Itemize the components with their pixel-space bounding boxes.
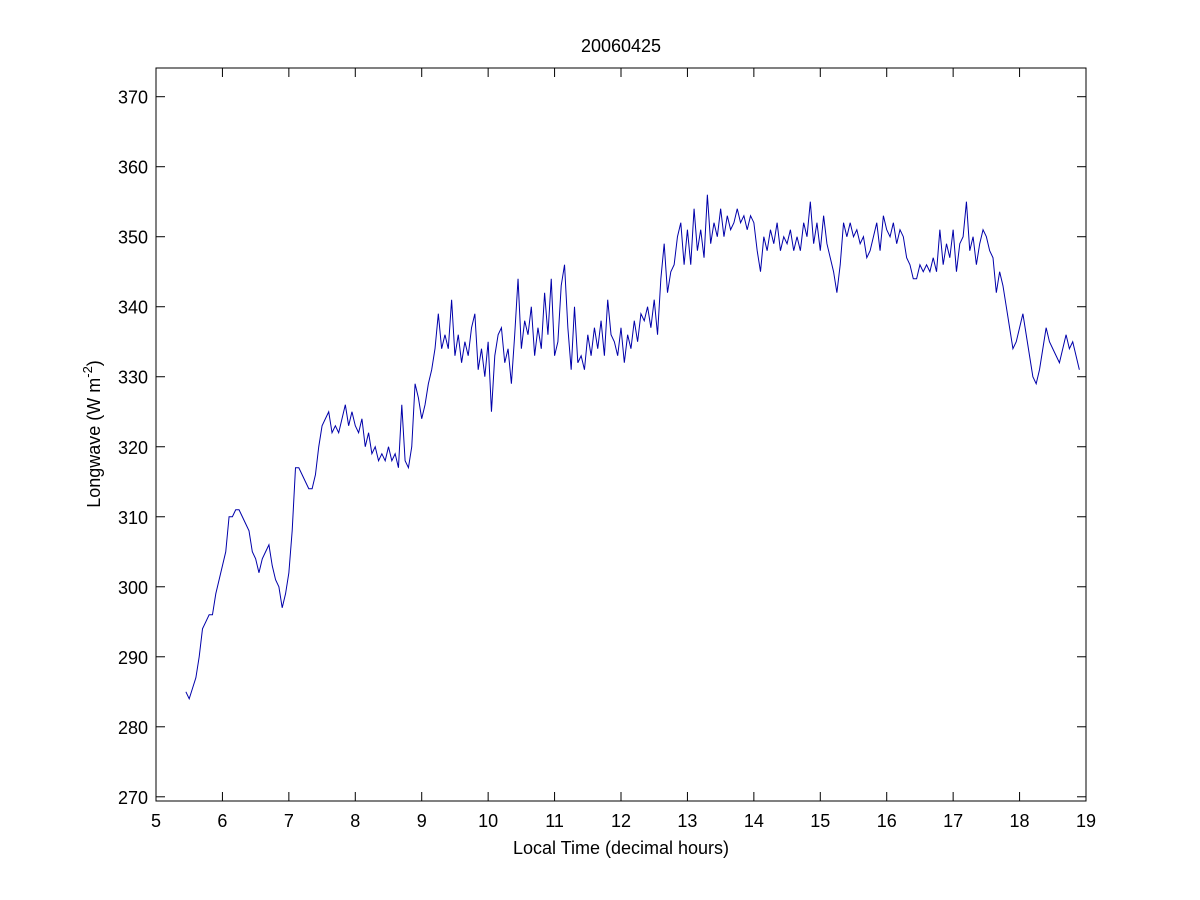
- x-tick-label: 19: [1076, 811, 1096, 831]
- y-label-superscript: -2: [80, 366, 95, 378]
- y-tick-label: 290: [118, 648, 148, 668]
- x-tick-label: 13: [677, 811, 697, 831]
- y-tick-label: 280: [118, 718, 148, 738]
- axes-box: [155, 67, 1087, 802]
- chart-title: 20060425: [581, 36, 661, 56]
- y-tick-label: 320: [118, 438, 148, 458]
- x-tick-label: 5: [151, 811, 161, 831]
- x-tick-label: 6: [217, 811, 227, 831]
- x-tick-label: 17: [943, 811, 963, 831]
- x-tick-label: 15: [810, 811, 830, 831]
- x-axis-label: Local Time (decimal hours): [513, 838, 729, 858]
- y-tick-label: 340: [118, 298, 148, 318]
- y-tick-label: 350: [118, 228, 148, 248]
- y-tick-label: 270: [118, 788, 148, 808]
- y-tick-label: 330: [118, 368, 148, 388]
- x-tick-label: 16: [877, 811, 897, 831]
- y-axis-label: Longwave (W m-2): [80, 360, 104, 508]
- y-label-text: Longwave (W m: [84, 378, 104, 508]
- x-tick-label: 14: [744, 811, 764, 831]
- y-tick-label: 370: [118, 88, 148, 108]
- x-tick-label: 11: [545, 811, 564, 831]
- x-tick-label: 10: [478, 811, 498, 831]
- x-tick-label: 18: [1010, 811, 1030, 831]
- x-tick-label: 12: [611, 811, 631, 831]
- y-label-text: ): [84, 360, 104, 366]
- x-tick-label: 8: [350, 811, 360, 831]
- x-tick-label: 7: [284, 811, 294, 831]
- y-tick-label: 360: [118, 158, 148, 178]
- data-line: [185, 194, 1080, 701]
- x-tick-label: 9: [417, 811, 427, 831]
- y-tick-label: 310: [118, 508, 148, 528]
- y-tick-label: 300: [118, 578, 148, 598]
